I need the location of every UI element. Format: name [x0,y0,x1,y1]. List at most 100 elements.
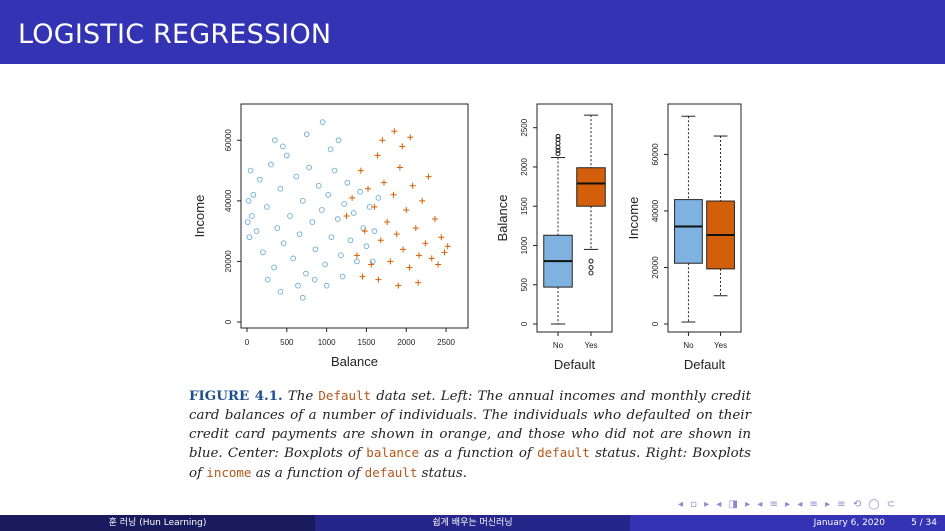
scatter-x-tick-label: 2500 [437,338,455,347]
scatter-point-no [363,243,370,250]
balance-boxplot-x-tick-label: No [553,341,564,350]
footer-author: 훈 러닝 (Hun Learning) [0,515,315,531]
scatter-point-no [245,198,252,204]
scatter-point-no [319,207,325,213]
scatter-point-yes [371,203,378,210]
scatter-point-no [287,213,293,219]
income-boxplot-box [674,199,703,264]
balance-boxplot-y-tick-label: 2000 [520,158,529,176]
scatter-point-no [360,225,367,231]
scatter-point-no [309,219,316,225]
income-boxplot-y-tick-label: 60000 [651,143,660,166]
scatter-point-no [327,146,334,153]
scatter-point-no [344,179,351,186]
beamer-nav-icons[interactable]: ◂ ▫ ▸ ◂ ◨ ▸ ◂ ≡ ▸ ◂ ≡ ▸ ≡ ⟲ ◯ ⊂ [678,499,898,510]
scatter-point-no [295,282,301,289]
footer: 훈 러닝 (Hun Learning) 쉽게 배우는 머신러닝 January … [0,515,945,531]
scatter-point-no [347,237,354,244]
scatter-point-yes [361,228,368,235]
scatter-point-no [325,191,332,198]
scatter-point-yes [431,216,438,223]
scatter-point-no [248,213,255,219]
balance-boxplot-y-tick-label: 1500 [520,197,529,215]
scatter-point-no [350,210,357,216]
scatter-point-yes [400,246,407,253]
scatter-y-tick-label: 40000 [224,189,233,212]
scatter-point-no [354,258,360,265]
scatter-point-yes [406,264,413,271]
scatter-point-no [296,231,303,238]
scatter-point-yes [403,206,410,213]
scatter-point-no [264,204,270,210]
scatter-point-yes [425,173,432,180]
balance-boxplot-x-axis-label: Default [554,357,596,372]
caption-figure-label: FIGURE 4.1. [189,388,283,404]
scatter-point-yes [444,243,451,250]
footer-right: January 6, 2020 5 / 34 [630,515,945,531]
scatter-point-yes [415,279,422,286]
scatter-point-no [322,261,328,268]
scatter-point-no [357,188,363,195]
scatter-point-yes [391,128,398,135]
figure-caption: FIGURE 4.1. The Default data set. Left: … [189,387,751,484]
slide-title: LOGISTIC REGRESSION [18,19,332,50]
scatter-point-yes [435,261,442,268]
scatter-point-yes [416,252,422,259]
income-boxplot-x-tick-label: No [683,341,694,350]
scatter-point-yes [349,194,356,201]
scatter-point-yes [357,167,364,174]
scatter-point-yes [438,234,445,241]
figure-4-1: 0 500 1000 1500 2000 25000200004000060000Bala… [192,103,742,372]
caption-text-4: status. Right: Boxplots of [189,446,751,482]
scatter-point-no [277,185,284,192]
scatter-point-yes [374,152,381,159]
scatter-point-yes [412,225,419,232]
scatter-point-no [283,152,290,159]
scatter-point-no [280,240,287,247]
caption-text-3: as a function of [424,446,532,462]
scatter-point-no [247,167,254,174]
balance-boxplot-outlier [588,270,594,276]
scatter-point-no [290,255,297,262]
balance-boxplot-y-tick-label: 0 [520,321,529,326]
scatter-point-no [366,204,373,210]
footer-page-number: 5 / 34 [911,518,937,528]
scatter-point-no [256,176,263,183]
income-boxplot-frame [667,103,742,333]
balance-boxplot-outlier [555,140,561,146]
scatter-point-no [323,282,330,289]
scatter-point-no [315,182,322,189]
scatter-point-no [328,234,335,241]
scatter-point-no [253,228,260,234]
caption-text-5: as a function of [255,466,361,482]
scatter-point-yes [393,231,400,238]
scatter-point-no [246,234,253,241]
scatter-point-no [341,201,347,207]
scatter-y-tick-label: 60000 [224,129,233,152]
balance-boxplot-outlier [588,264,594,270]
scatter-point-no [299,198,306,204]
scatter-point-no [264,276,271,283]
scatter-point-yes [422,240,429,247]
scatter-point-yes [409,182,416,189]
scatter-x-tick-label: 1500 [358,338,376,347]
caption-code-default-3: default [364,465,418,481]
scatter-point-no [268,161,274,168]
scatter-point-yes [428,255,435,262]
scatter-point-yes [353,252,360,259]
scatter-point-yes [387,258,394,265]
scatter-point-no [260,249,266,256]
scatter-point-yes [399,143,406,150]
balance-boxplot-outlier [555,151,561,157]
scatter-point-no [293,173,300,180]
scatter-point-no [277,288,284,295]
scatter-point-no [244,219,251,225]
scatter-point-no [335,137,342,144]
scatter-point-no [311,276,318,283]
caption-text-2: data set. Left: The annual incomes and m… [189,389,752,462]
scatter-x-tick-label: 1000 [318,338,336,347]
scatter-point-yes [396,164,403,171]
income-boxplot-y-tick-label: 40000 [651,199,660,222]
scatter-y-tick-label: 0 [224,319,233,324]
balance-boxplot-y-tick-label: 1000 [520,236,529,254]
